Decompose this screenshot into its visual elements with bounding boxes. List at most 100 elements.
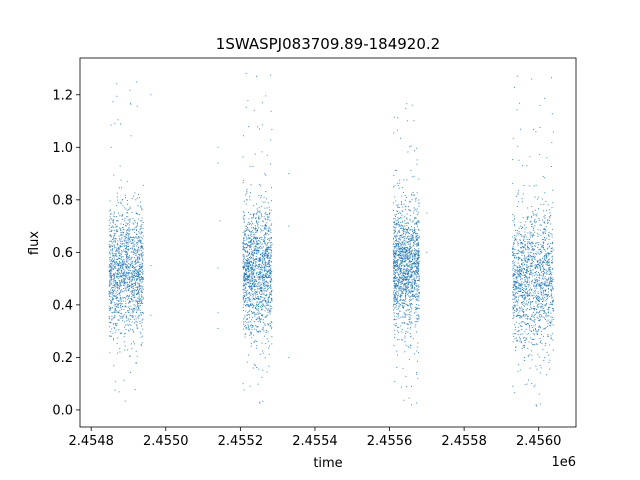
- data-point: [108, 298, 110, 300]
- data-point: [412, 239, 414, 241]
- data-point: [132, 241, 134, 243]
- data-point: [128, 308, 130, 310]
- data-point: [418, 297, 420, 299]
- data-point: [259, 401, 261, 403]
- data-point: [411, 285, 413, 287]
- data-point: [120, 238, 122, 240]
- data-point: [116, 284, 118, 286]
- data-point: [534, 267, 536, 269]
- data-point: [267, 273, 269, 275]
- data-point: [528, 301, 530, 303]
- data-point: [128, 281, 130, 283]
- data-point: [131, 276, 133, 278]
- data-point: [139, 277, 141, 279]
- data-point: [259, 284, 261, 286]
- data-point: [256, 303, 258, 305]
- data-point: [140, 262, 142, 264]
- data-point: [408, 208, 410, 210]
- data-point: [532, 295, 534, 297]
- data-point: [113, 295, 115, 297]
- data-point: [138, 287, 140, 289]
- data-point: [249, 306, 251, 308]
- data-point: [113, 275, 115, 277]
- data-point: [243, 265, 245, 267]
- data-point: [268, 246, 270, 248]
- data-point: [131, 293, 133, 295]
- data-point: [139, 279, 141, 281]
- data-point: [527, 252, 529, 254]
- data-point: [523, 239, 525, 241]
- data-point: [270, 276, 272, 278]
- data-point: [267, 282, 269, 284]
- data-point: [265, 275, 266, 277]
- data-point: [410, 251, 412, 253]
- data-point: [142, 312, 144, 314]
- data-point: [414, 273, 416, 275]
- data-point: [406, 270, 408, 272]
- data-point: [548, 310, 550, 312]
- data-point: [127, 242, 129, 244]
- data-point: [251, 243, 253, 245]
- data-point: [413, 229, 415, 231]
- data-point: [128, 233, 129, 235]
- data-point: [127, 295, 129, 297]
- data-point: [128, 263, 130, 265]
- data-point: [264, 237, 266, 239]
- data-point: [270, 255, 272, 257]
- data-point: [270, 321, 272, 323]
- data-point: [538, 234, 540, 236]
- data-point: [118, 252, 120, 254]
- data-point: [418, 250, 420, 252]
- data-point: [137, 247, 139, 249]
- data-point: [131, 300, 133, 302]
- data-point: [403, 312, 405, 314]
- data-point: [396, 223, 398, 225]
- data-point: [119, 261, 121, 263]
- data-point: [260, 290, 262, 292]
- data-point: [400, 235, 402, 237]
- data-point: [116, 306, 118, 308]
- data-point: [534, 329, 536, 331]
- data-point: [260, 225, 262, 227]
- data-point: [530, 337, 532, 339]
- data-point: [138, 218, 140, 220]
- data-point: [394, 246, 396, 248]
- data-point: [267, 246, 268, 248]
- data-point: [112, 287, 114, 289]
- data-point: [120, 262, 122, 264]
- data-point: [529, 231, 531, 233]
- data-point: [405, 278, 407, 280]
- data-point: [394, 301, 396, 303]
- data-point: [544, 345, 546, 347]
- data-point: [248, 313, 250, 315]
- data-point: [122, 275, 124, 277]
- data-point: [115, 267, 117, 269]
- data-point: [120, 317, 122, 319]
- data-point: [141, 245, 143, 247]
- data-point: [255, 261, 257, 263]
- data-point: [118, 278, 120, 280]
- data-point: [114, 295, 116, 297]
- data-point: [262, 278, 264, 280]
- data-point: [136, 279, 138, 281]
- data-point: [261, 256, 263, 257]
- data-point: [123, 273, 125, 275]
- data-point: [265, 343, 267, 345]
- data-point: [393, 264, 395, 266]
- data-point: [247, 277, 249, 279]
- data-point: [408, 308, 410, 310]
- data-point: [414, 254, 416, 256]
- data-point: [127, 203, 129, 205]
- data-point: [534, 220, 536, 222]
- data-point: [259, 242, 261, 244]
- data-point: [400, 283, 402, 285]
- data-point: [398, 255, 400, 257]
- data-point: [113, 234, 115, 236]
- data-point: [116, 283, 118, 285]
- data-point: [256, 326, 258, 328]
- data-point: [402, 278, 404, 280]
- data-point: [115, 263, 117, 265]
- data-point: [402, 220, 404, 222]
- data-point: [129, 280, 131, 282]
- data-point: [393, 281, 395, 283]
